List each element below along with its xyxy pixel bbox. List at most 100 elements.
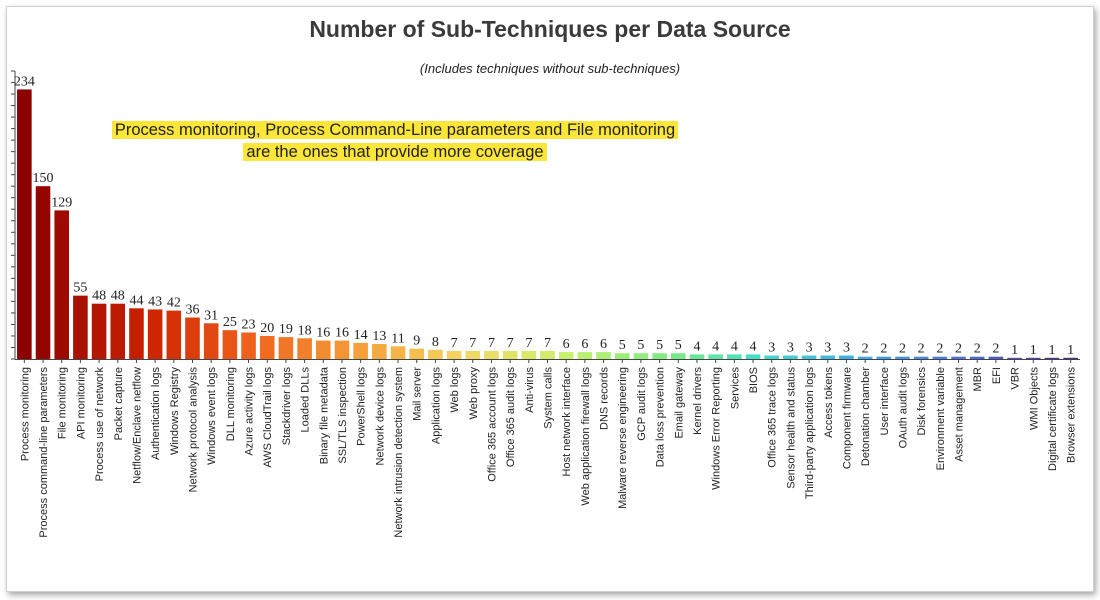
x-tick-label-37: Windows Error Reporting bbox=[711, 367, 723, 490]
bar-8 bbox=[166, 310, 182, 359]
bar-24 bbox=[465, 350, 481, 359]
bar-11 bbox=[222, 330, 238, 359]
x-tick-label-44: Component firmware bbox=[841, 367, 853, 469]
x-tick-label-13: AWS CloudTrail logs bbox=[262, 367, 274, 468]
data-label-3: 55 bbox=[73, 281, 87, 296]
x-tick-label-21: Mail server bbox=[412, 367, 424, 421]
chart-frame bbox=[6, 6, 1094, 592]
data-label-42: 3 bbox=[806, 341, 813, 356]
bar-37 bbox=[708, 354, 723, 359]
x-tick-label-23: Web logs bbox=[449, 367, 461, 413]
x-tick-label-24: Web proxy bbox=[468, 367, 480, 420]
data-label-43: 3 bbox=[824, 341, 831, 356]
bar-39 bbox=[745, 354, 761, 359]
bar-10 bbox=[203, 323, 219, 359]
x-tick-label-32: Malware reverse engineering bbox=[617, 367, 629, 509]
x-tick-label-29: Host network interface bbox=[561, 367, 573, 476]
data-label-5: 48 bbox=[111, 289, 125, 304]
x-tick-label-39: BIOS bbox=[748, 367, 760, 393]
data-label-19: 13 bbox=[372, 329, 386, 344]
x-tick-label-27: Anti-virus bbox=[524, 367, 536, 413]
x-tick-label-34: Data loss prevention bbox=[655, 367, 667, 467]
bar-19 bbox=[372, 344, 387, 359]
x-tick-label-42: Third-party application logs bbox=[804, 367, 816, 500]
data-label-17: 16 bbox=[335, 326, 349, 341]
data-label-56: 1 bbox=[1067, 343, 1074, 358]
data-label-8: 42 bbox=[167, 296, 181, 311]
data-label-1: 150 bbox=[33, 171, 54, 186]
bar-48 bbox=[913, 356, 929, 359]
data-label-22: 8 bbox=[432, 335, 439, 350]
bar-15 bbox=[297, 338, 312, 359]
data-label-7: 43 bbox=[148, 294, 162, 309]
x-tick-label-36: Kernel drivers bbox=[692, 367, 704, 435]
x-tick-label-49: Environment variable bbox=[935, 367, 947, 470]
bar-13 bbox=[259, 335, 275, 359]
x-tick-label-50: Asset management bbox=[954, 367, 966, 462]
bar-31 bbox=[596, 352, 611, 359]
data-label-46: 2 bbox=[880, 342, 887, 357]
data-label-38: 4 bbox=[731, 339, 738, 354]
x-tick-label-22: Application logs bbox=[430, 367, 442, 445]
bar-42 bbox=[801, 355, 817, 359]
bar-1 bbox=[35, 186, 51, 359]
x-tick-label-30: Web application firewall logs bbox=[580, 367, 592, 506]
bar-55 bbox=[1044, 357, 1060, 359]
x-tick-label-38: Services bbox=[729, 367, 741, 410]
data-label-21: 9 bbox=[413, 334, 420, 349]
data-label-34: 5 bbox=[656, 338, 663, 353]
x-tick-label-45: Detonation chamber bbox=[860, 367, 872, 466]
data-label-20: 11 bbox=[391, 331, 404, 346]
x-tick-label-40: Office 365 trace logs bbox=[767, 367, 779, 468]
chart-subtitle: (Includes techniques without sub-techniq… bbox=[419, 61, 681, 76]
x-tick-label-51: MBR bbox=[972, 367, 984, 392]
bar-22 bbox=[428, 349, 443, 359]
x-tick-label-11: DLL monitoring bbox=[225, 367, 237, 441]
bar-44 bbox=[839, 355, 854, 359]
annotation-line-2: are the ones that provide more coverage bbox=[243, 143, 547, 161]
data-label-6: 44 bbox=[129, 293, 143, 308]
x-tick-label-2: File monitoring bbox=[57, 367, 69, 439]
x-tick-label-1: Process command-line parameters bbox=[38, 367, 50, 538]
data-label-26: 7 bbox=[507, 336, 514, 351]
x-tick-label-56: Browser extensions bbox=[1066, 367, 1078, 463]
data-label-30: 6 bbox=[581, 337, 588, 352]
data-label-0: 234 bbox=[14, 74, 35, 89]
data-label-28: 7 bbox=[544, 336, 551, 351]
data-label-50: 2 bbox=[955, 342, 962, 357]
bar-33 bbox=[633, 353, 649, 359]
bar-5 bbox=[110, 303, 126, 359]
bar-50 bbox=[951, 356, 966, 359]
data-label-52: 2 bbox=[992, 342, 999, 357]
bar-49 bbox=[932, 356, 948, 359]
x-tick-label-8: Windows Registry bbox=[169, 367, 181, 456]
chart-title: Number of Sub-Techniques per Data Source bbox=[309, 16, 791, 42]
x-tick-label-6: Netflow/Enclave netflow bbox=[131, 367, 143, 484]
data-label-9: 36 bbox=[186, 303, 200, 318]
x-tick-label-16: Binary file metadata bbox=[318, 366, 330, 464]
data-label-48: 2 bbox=[918, 342, 925, 357]
data-label-14: 19 bbox=[279, 322, 293, 337]
data-label-37: 4 bbox=[712, 339, 719, 354]
bar-52 bbox=[988, 356, 1004, 359]
bar-41 bbox=[783, 355, 798, 359]
bar-9 bbox=[185, 317, 200, 359]
bar-53 bbox=[1007, 357, 1022, 359]
x-tick-label-3: API monitoring bbox=[75, 367, 87, 439]
bar-21 bbox=[409, 348, 424, 359]
x-tick-label-9: Network protocol analysis bbox=[188, 367, 200, 493]
bar-4 bbox=[91, 303, 107, 359]
data-label-11: 25 bbox=[223, 315, 237, 330]
x-tick-label-18: PowerShell logs bbox=[356, 367, 368, 446]
bar-6 bbox=[129, 308, 144, 359]
x-tick-label-31: DNS records bbox=[599, 367, 611, 430]
data-label-16: 16 bbox=[316, 326, 330, 341]
data-label-35: 5 bbox=[675, 338, 682, 353]
bar-56 bbox=[1063, 357, 1078, 359]
data-label-27: 7 bbox=[525, 336, 532, 351]
data-label-4: 48 bbox=[92, 289, 106, 304]
data-label-13: 20 bbox=[260, 321, 274, 336]
x-tick-label-15: Loaded DLLs bbox=[300, 367, 312, 433]
x-tick-label-46: User interface bbox=[879, 367, 891, 435]
